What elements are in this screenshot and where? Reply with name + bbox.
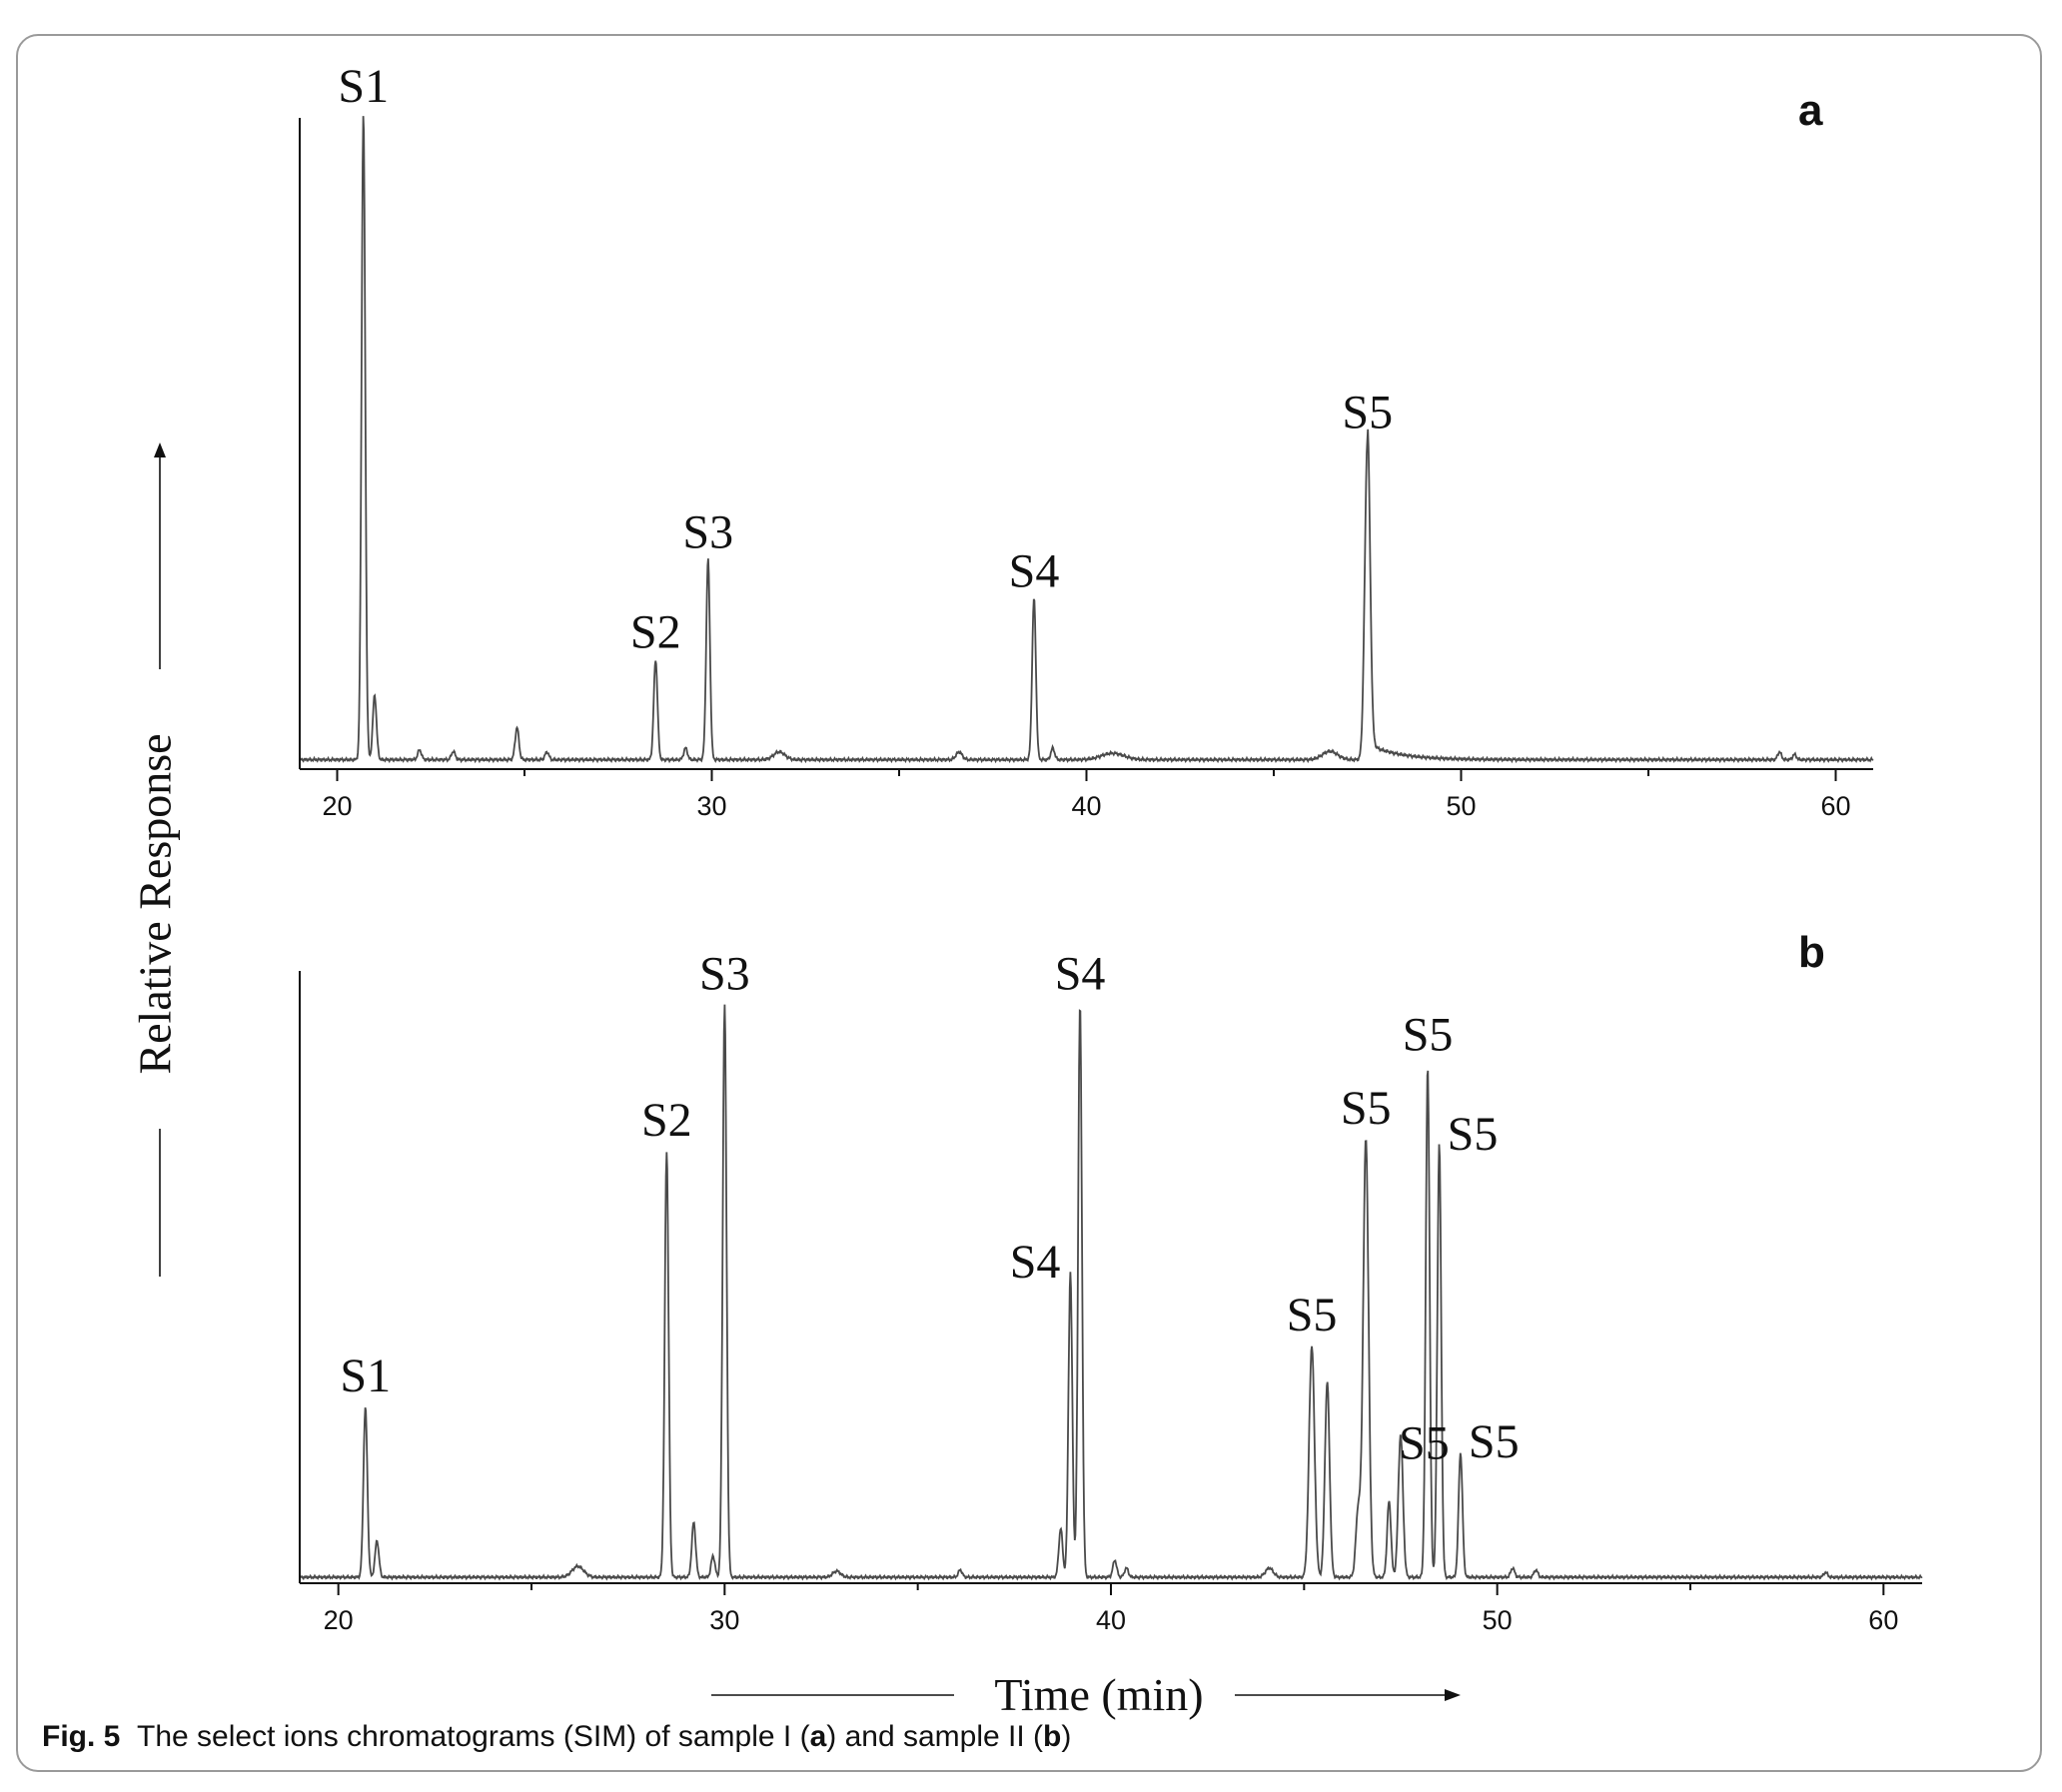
caption-text-2: ) and sample II ( [826, 1720, 1044, 1753]
y-axis-title: Relative Response [130, 733, 181, 1074]
x-arrow-head [1445, 1689, 1461, 1701]
trace-a-line [299, 116, 1874, 764]
peak-label-s5: S5 [1287, 1289, 1338, 1342]
peak-label-s5: S5 [1341, 1082, 1392, 1135]
panel-b-ticks: 20 30 40 50 60 [324, 1583, 1898, 1635]
x-tick-label: 40 [1096, 1605, 1126, 1635]
caption-text-1: The select ions chromatograms (SIM) of s… [137, 1720, 810, 1753]
y-axis-title-group: Relative Response [130, 443, 181, 1277]
x-tick-label: 40 [1071, 791, 1101, 821]
x-axis-title-group: Time (min) [711, 1669, 1461, 1720]
peak-label-s2: S2 [641, 1094, 692, 1147]
peak-label-s2: S2 [630, 606, 681, 659]
peak-label-s5: S5 [1342, 387, 1393, 440]
peak-label-s3: S3 [699, 948, 750, 1001]
peak-label-s4: S4 [1055, 948, 1106, 1001]
x-tick-label: 60 [1820, 791, 1850, 821]
peak-label-s5: S5 [1403, 1009, 1454, 1062]
x-tick-label: 30 [709, 1605, 739, 1635]
caption-bold-a: a [809, 1720, 827, 1753]
peak-label-s4: S4 [1010, 1236, 1061, 1289]
x-tick-label: 20 [322, 791, 352, 821]
trace-b-line [299, 1004, 1923, 1581]
panel-b-label: b [1798, 928, 1825, 977]
x-tick-label: 50 [1483, 1605, 1513, 1635]
figure-caption: Fig. 5 The select ions chromatograms (SI… [42, 1720, 1071, 1754]
figure-number: Fig. 5 [42, 1720, 121, 1753]
panel-a-ticks: 20 30 40 50 60 [322, 769, 1851, 821]
peak-label-s4: S4 [1009, 544, 1060, 597]
x-tick-label: 60 [1868, 1605, 1898, 1635]
peak-label-s1: S1 [340, 1349, 391, 1402]
y-arrow-head [154, 443, 166, 457]
caption-text-3: ) [1061, 1720, 1072, 1753]
peak-label-s5: S5 [1399, 1417, 1450, 1470]
caption-bold-b: b [1043, 1720, 1062, 1753]
peak-label-s5: S5 [1448, 1108, 1499, 1161]
x-tick-label: 20 [324, 1605, 354, 1635]
peak-label-s3: S3 [682, 505, 733, 558]
panel-a-label: a [1798, 86, 1823, 135]
figure-frame [16, 34, 2042, 1772]
x-axis-title: Time (min) [994, 1669, 1203, 1720]
peak-label-s1: S1 [338, 60, 389, 113]
peak-label-s5: S5 [1469, 1415, 1520, 1468]
x-tick-label: 30 [696, 791, 726, 821]
x-tick-label: 50 [1446, 791, 1476, 821]
